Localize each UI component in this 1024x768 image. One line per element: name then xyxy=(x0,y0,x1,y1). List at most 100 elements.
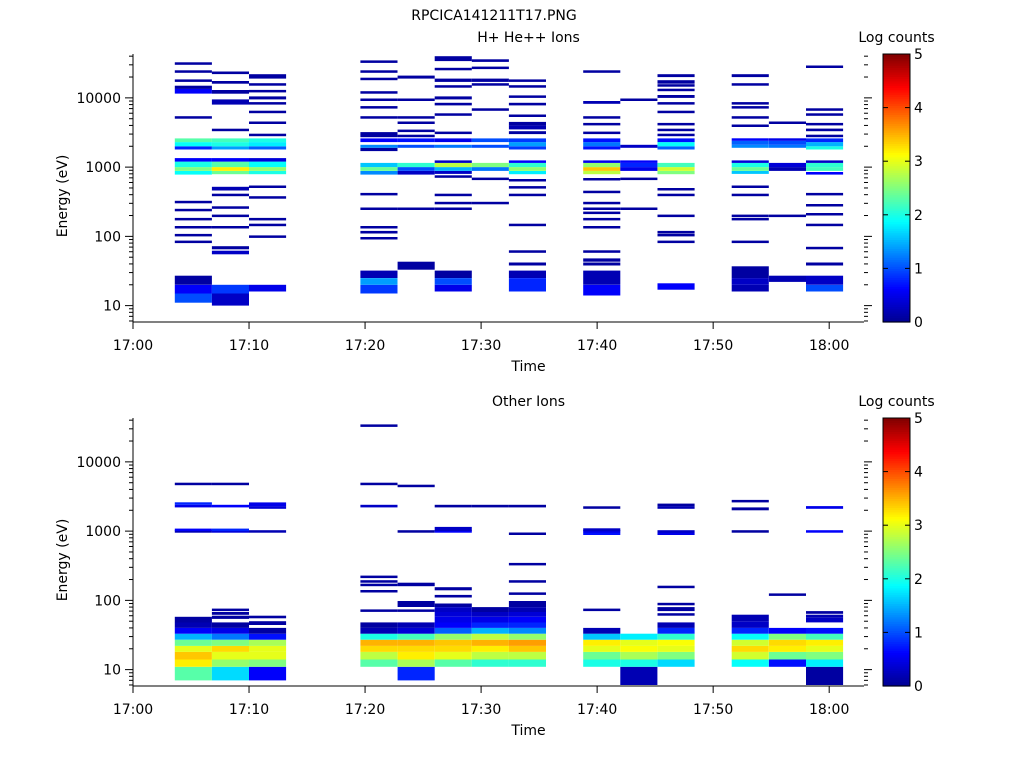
colorbar-segment xyxy=(883,572,910,575)
heatmap-cell xyxy=(508,171,546,175)
heatmap-cell xyxy=(211,226,249,229)
heatmap-cell xyxy=(508,639,546,646)
colorbar-segment xyxy=(883,639,910,642)
heatmap-cell xyxy=(768,639,806,646)
heatmap-cell xyxy=(657,193,695,197)
heatmap-cell xyxy=(508,580,546,583)
heatmap-cell xyxy=(434,587,472,591)
colorbar-segment xyxy=(883,223,910,227)
colorbar-segment xyxy=(883,587,910,591)
heatmap-cell xyxy=(731,167,769,171)
heatmap-cell xyxy=(360,162,398,168)
colorbar-segment xyxy=(883,163,910,167)
heatmap-cell xyxy=(211,622,249,628)
heatmap-cell xyxy=(360,504,398,508)
heatmap-cell xyxy=(583,70,621,73)
heatmap-cell xyxy=(731,83,769,86)
colorbar-segment xyxy=(883,522,910,526)
colorbar-segment xyxy=(883,243,910,247)
heatmap-cell xyxy=(249,223,287,227)
colorbar-segment xyxy=(883,496,910,499)
colorbar-segment xyxy=(883,433,910,437)
heatmap-cell xyxy=(806,172,844,175)
colorbar-segment xyxy=(883,610,910,613)
colorbar-segment xyxy=(883,138,910,142)
colorbar-segment xyxy=(883,241,910,245)
colorbar-segment xyxy=(883,306,910,310)
heatmap-cell xyxy=(657,88,695,92)
heatmap-cell xyxy=(249,666,287,681)
colorbar-segment xyxy=(883,442,910,446)
heatmap-cell xyxy=(583,116,621,119)
colorbar-label: Log counts xyxy=(858,30,934,46)
y-tick-label: 100 xyxy=(94,593,121,609)
heatmap-cell xyxy=(397,261,435,270)
heatmap-cell xyxy=(174,116,212,119)
colorbar-segment xyxy=(883,563,910,566)
heatmap-cell xyxy=(583,162,621,168)
heatmap-cell xyxy=(397,530,435,533)
heatmap-cell xyxy=(583,211,621,215)
heatmap-cell xyxy=(508,193,546,197)
heatmap-cell xyxy=(211,90,249,94)
heatmap-cell xyxy=(211,193,249,197)
colorbar-segment xyxy=(883,103,910,106)
heatmap-cell xyxy=(508,95,546,98)
heatmap-cell xyxy=(583,651,621,660)
heatmap-cells xyxy=(174,424,844,685)
colorbar-segment xyxy=(883,152,910,156)
heatmap-cell xyxy=(806,134,844,138)
heatmap-cell xyxy=(806,611,844,614)
heatmap-cell xyxy=(657,146,695,150)
heatmap-cell xyxy=(174,226,212,229)
colorbar-segment xyxy=(883,507,910,511)
colorbar-segment xyxy=(883,576,910,580)
heatmap-cell xyxy=(249,502,287,507)
colorbar-segment xyxy=(883,520,910,524)
heatmap-cell xyxy=(657,627,695,634)
colorbar-segment xyxy=(883,132,910,135)
heatmap-cell xyxy=(768,627,806,634)
heatmap-cell xyxy=(397,144,435,148)
heatmap-cell xyxy=(768,140,806,145)
colorbar-segment xyxy=(883,255,910,258)
colorbar-segment xyxy=(883,623,910,627)
heatmap-cell xyxy=(174,79,212,82)
colorbar-segment xyxy=(883,181,910,185)
colorbar-segment xyxy=(883,663,910,667)
heatmap-cell xyxy=(768,645,806,652)
colorbar-segment xyxy=(883,201,910,205)
heatmap-cell xyxy=(583,528,621,532)
heatmap-cell xyxy=(806,223,844,227)
colorbar-segment xyxy=(883,60,910,64)
heatmap-cell xyxy=(583,190,621,194)
colorbar-tick-label: 5 xyxy=(914,411,923,427)
heatmap-cell xyxy=(360,138,398,143)
heatmap-cell xyxy=(657,233,695,237)
heatmap-cell xyxy=(211,128,249,132)
heatmap-cell xyxy=(508,601,546,604)
heatmap-cell xyxy=(471,639,509,646)
heatmap-cell xyxy=(211,284,249,294)
colorbar-segment xyxy=(883,656,910,660)
colorbar-segment xyxy=(883,174,910,178)
heatmap-cell xyxy=(657,167,695,171)
heatmap-cell xyxy=(806,659,844,667)
colorbar-segment xyxy=(883,605,910,609)
x-tick-label: 17:20 xyxy=(345,338,385,354)
heatmap-cell xyxy=(731,214,769,218)
heatmap-cell xyxy=(508,612,546,617)
heatmap-cell xyxy=(397,645,435,652)
heatmap-cell xyxy=(583,207,621,210)
colorbar-segment xyxy=(883,257,910,261)
colorbar-segment xyxy=(883,96,910,100)
heatmap-cell xyxy=(397,603,435,607)
colorbar-segment xyxy=(883,614,910,618)
heatmap-cell xyxy=(731,144,769,148)
heatmap-cell xyxy=(508,603,546,607)
heatmap-cell xyxy=(657,133,695,137)
heatmap-cell xyxy=(806,108,844,111)
heatmap-cell xyxy=(657,240,695,244)
heatmap-cell xyxy=(360,192,398,196)
colorbar-segment xyxy=(883,317,910,321)
